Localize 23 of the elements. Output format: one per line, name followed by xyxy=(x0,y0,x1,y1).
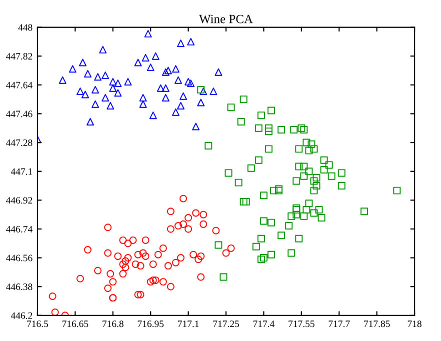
y-tick-label: 446.2 xyxy=(10,312,32,319)
x-tick-label: 716.5 xyxy=(27,320,48,328)
y-tick-label: 446.74 xyxy=(6,226,32,232)
chart-title: Wine PCA xyxy=(199,14,253,24)
y-tick-label: 447.64 xyxy=(6,82,32,88)
x-tick-label: 717.4 xyxy=(253,320,275,328)
x-tick-label: 716.95 xyxy=(138,320,164,328)
y-tick-label: 448 xyxy=(18,24,32,31)
y-tick-label: 447.1 xyxy=(10,168,32,175)
y-tick-label: 447.82 xyxy=(6,53,32,60)
y-tick-label: 446.38 xyxy=(6,284,32,290)
y-tick-label: 447.28 xyxy=(6,139,32,146)
x-tick-label: 716.8 xyxy=(102,320,124,328)
x-tick-label: 717.7 xyxy=(328,320,350,328)
x-tick-label: 717.25 xyxy=(213,320,239,328)
x-tick-label: 717.1 xyxy=(178,320,199,328)
y-tick-label: 446.56 xyxy=(6,254,32,262)
x-tick-label: 718 xyxy=(408,320,422,328)
x-tick-label: 717.85 xyxy=(364,320,390,328)
y-tick-label: 447.46 xyxy=(6,110,32,118)
x-tick-label: 717.55 xyxy=(288,320,314,328)
y-tick-label: 446.92 xyxy=(6,197,32,204)
x-tick-label: 716.65 xyxy=(62,320,88,328)
